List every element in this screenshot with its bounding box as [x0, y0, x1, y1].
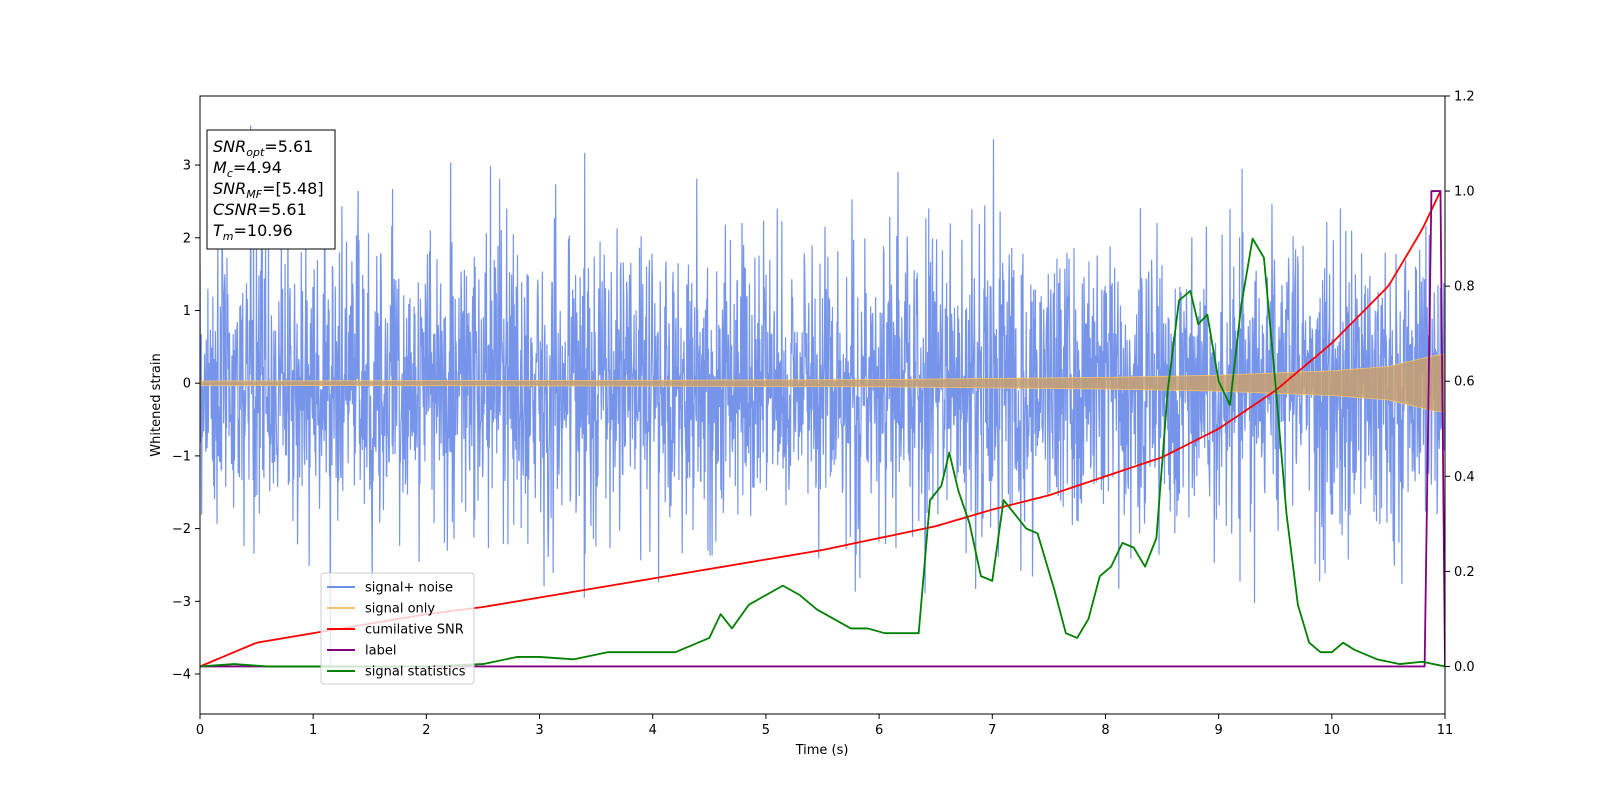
- y-tick-label: −1: [172, 449, 191, 464]
- y-tick-label: −3: [172, 595, 191, 610]
- x-tick-label: 1: [309, 723, 317, 738]
- legend: signal+ noise signal only cumilative SNR la…: [320, 572, 475, 685]
- legend-label: signal+ noise: [365, 581, 453, 596]
- legend-label: cumilative SNR: [365, 623, 464, 638]
- info-subscript: m: [223, 230, 234, 243]
- legend-label: signal statistics: [365, 665, 466, 680]
- y-tick-label: 1: [183, 304, 191, 319]
- y-tick-label: 0: [183, 377, 191, 392]
- info-symbol: T: [213, 221, 224, 240]
- y-tick-label: −2: [172, 522, 191, 537]
- info-line: CSNR=5.61: [213, 200, 307, 219]
- y-axis-title: Whitened strain: [149, 353, 164, 456]
- x-tick-label: 5: [762, 723, 770, 738]
- info-value: =4.94: [233, 158, 282, 177]
- y-tick-label: 3: [183, 159, 191, 174]
- x-tick-label: 3: [535, 723, 543, 738]
- series-signal-only-area: [200, 353, 1445, 413]
- x-tick-label: 10: [1324, 723, 1341, 738]
- x-axis-title: Time (s): [795, 743, 849, 758]
- legend-box: [320, 572, 475, 685]
- info-box-frame: [206, 129, 336, 250]
- y-axis-left: 3 2 1 0 −1 −2 −3 −4: [172, 159, 200, 683]
- x-tick-label: 6: [875, 723, 883, 738]
- info-symbol: CSNR: [213, 200, 258, 219]
- info-line: Tm=10.96: [213, 221, 293, 243]
- x-axis: 0 1 2 3 4 5 6 7 8 9 10 11: [196, 714, 1453, 738]
- info-subscript: opt: [246, 146, 265, 159]
- series-signal-statistics-line: [200, 237, 1445, 668]
- y-axis-right: 1.2 1.0 0.8 0.6 0.4 0.2 0.0: [1445, 90, 1475, 675]
- info-value: =5.61: [258, 200, 307, 219]
- info-value: =5.61: [264, 137, 313, 156]
- legend-label: signal only: [365, 602, 435, 617]
- info-symbol: SNR: [213, 137, 246, 156]
- x-tick-label: 2: [422, 723, 430, 738]
- info-box: SNRopt=5.61Mc=4.94SNRMF=[5.48]CSNR=5.61T…: [206, 129, 336, 250]
- info-value: =10.96: [234, 221, 293, 240]
- y2-tick-label: 1.0: [1454, 185, 1475, 200]
- y2-tick-label: 0.2: [1454, 565, 1475, 580]
- info-symbol: SNR: [213, 179, 246, 198]
- info-line: Mc=4.94: [213, 158, 282, 180]
- info-line: SNRMF=[5.48]: [213, 179, 324, 201]
- series-label-line: [200, 190, 1445, 668]
- x-tick-label: 8: [1101, 723, 1109, 738]
- x-tick-label: 7: [988, 723, 996, 738]
- info-symbol: M: [213, 158, 227, 177]
- info-subscript: MF: [246, 188, 262, 201]
- info-line: SNRopt=5.61: [213, 137, 313, 159]
- x-tick-label: 4: [649, 723, 657, 738]
- axes-frame: [199, 95, 1446, 715]
- x-tick-label: 11: [1437, 723, 1454, 738]
- info-value: =[5.48]: [262, 179, 324, 198]
- y2-tick-label: 0.0: [1454, 660, 1475, 675]
- legend-label: label: [365, 644, 396, 659]
- x-tick-label: 9: [1214, 723, 1222, 738]
- y-tick-label: 2: [183, 231, 191, 246]
- info-subscript: c: [227, 167, 233, 180]
- y2-tick-label: 0.6: [1454, 375, 1475, 390]
- x-tick-label: 0: [196, 723, 204, 738]
- y2-tick-label: 0.4: [1454, 470, 1475, 485]
- y2-tick-label: 0.8: [1454, 280, 1475, 295]
- y2-tick-label: 1.2: [1454, 90, 1475, 105]
- y-tick-label: −4: [172, 668, 191, 683]
